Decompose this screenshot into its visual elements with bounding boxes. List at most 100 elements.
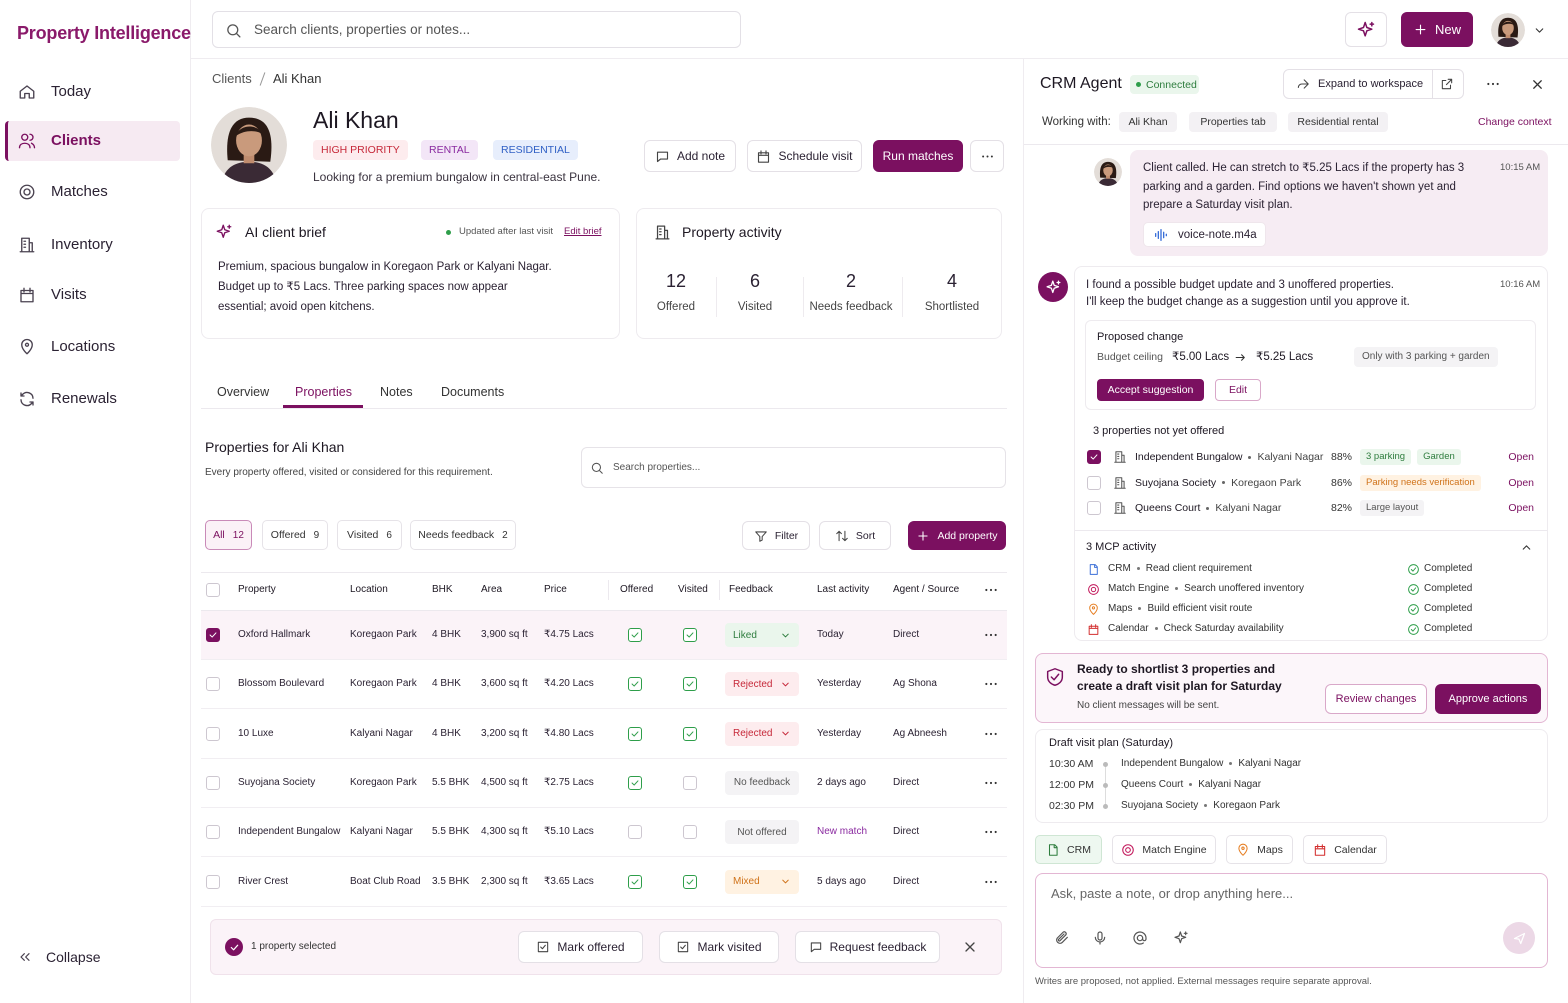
stop-dot: [1103, 804, 1108, 809]
offered-check[interactable]: [628, 628, 642, 642]
tool-chip[interactable]: Calendar: [1303, 835, 1387, 864]
nav-item[interactable]: Locations: [51, 338, 116, 355]
composer-tool[interactable]: [1173, 930, 1189, 946]
feedback-label: Rejected: [733, 678, 773, 690]
breadcrumb[interactable]: Clients: [212, 71, 252, 86]
feedback-pill[interactable]: Liked: [725, 623, 799, 647]
filter-button-label: Filter: [774, 529, 799, 542]
mark-visited-button[interactable]: Mark visited: [659, 931, 779, 963]
attachment[interactable]: voice-note.m4a: [1143, 222, 1266, 247]
composer-tool[interactable]: [1132, 930, 1148, 946]
offered-check[interactable]: [628, 825, 642, 840]
cell: 3.5 BHK: [432, 875, 470, 887]
review-button[interactable]: Review changes: [1325, 684, 1427, 714]
filter-chip[interactable]: Needs feedback 2: [410, 520, 516, 550]
filter-chip[interactable]: Offered 9: [262, 520, 328, 550]
visited-check[interactable]: [683, 825, 697, 840]
search-box[interactable]: [212, 11, 741, 48]
brief-text: Premium, spacious bungalow in Koregaon P…: [218, 261, 552, 313]
request-feedback-button[interactable]: Request feedback: [795, 931, 940, 963]
open-link[interactable]: Open: [1508, 476, 1534, 489]
composer-tool[interactable]: [1092, 930, 1108, 946]
visited-check[interactable]: [683, 775, 697, 790]
offered-check-tick: [631, 731, 639, 737]
collapse[interactable]: Collapse: [46, 949, 101, 965]
feedback-pill[interactable]: Rejected: [725, 721, 799, 746]
visited-check[interactable]: [683, 726, 697, 741]
row-checkbox[interactable]: [206, 874, 220, 889]
mcp-status: Completed: [1424, 603, 1473, 614]
assistant-button[interactable]: [1345, 12, 1387, 47]
unoffered-check[interactable]: [1087, 450, 1101, 464]
open-link[interactable]: Open: [1508, 502, 1534, 514]
change-context[interactable]: Change context: [1478, 116, 1552, 128]
offered-check[interactable]: [628, 775, 642, 790]
filter-chip[interactable]: All 12: [205, 520, 252, 550]
mark-offered-button[interactable]: Mark offered: [518, 931, 643, 963]
offered-check[interactable]: [628, 677, 642, 692]
offered-check-tick: [631, 632, 639, 638]
budget-label: Budget ceiling: [1097, 351, 1163, 363]
match-score: 86%: [1331, 476, 1353, 489]
add-property-button[interactable]: Add property: [908, 521, 1006, 550]
add-note-button[interactable]: Add note: [644, 140, 736, 172]
wave-icon: [1155, 228, 1167, 241]
approve-button[interactable]: Approve actions: [1435, 684, 1541, 714]
schedule-visit-button[interactable]: Schedule visit: [747, 140, 862, 172]
last-activity[interactable]: New match: [817, 826, 868, 838]
row-checkbox[interactable]: [206, 677, 220, 692]
unoffered-check[interactable]: [1087, 501, 1101, 515]
select-all[interactable]: [206, 583, 220, 597]
column-header: Area: [481, 584, 503, 595]
feedback-label: Mixed: [733, 876, 760, 887]
composer-tool[interactable]: [1054, 930, 1070, 946]
sort-button[interactable]: Sort: [819, 521, 891, 550]
visited-check[interactable]: [683, 874, 697, 889]
filter-button[interactable]: Filter: [742, 521, 810, 550]
tool-chip[interactable]: CRM: [1035, 835, 1102, 864]
row-checkbox[interactable]: [206, 825, 220, 840]
visited-check[interactable]: [683, 628, 697, 642]
unoffered-property: Suyojana Society Koregaon Park: [1135, 474, 1301, 492]
nav-icon-shape: [19, 184, 35, 200]
row-checkbox[interactable]: [206, 628, 220, 642]
run-matches-button[interactable]: Run matches: [873, 140, 963, 172]
new-button[interactable]: New: [1401, 12, 1473, 47]
tab[interactable]: Documents: [441, 385, 505, 399]
tab[interactable]: Properties: [295, 385, 352, 399]
properties-search[interactable]: [581, 447, 1006, 488]
filter-chip[interactable]: Visited 6: [337, 520, 402, 550]
offered-check[interactable]: [628, 874, 642, 889]
open-link[interactable]: Open: [1508, 451, 1534, 463]
row-checkbox[interactable]: [206, 775, 220, 790]
accept-button[interactable]: Accept suggestion: [1097, 379, 1204, 401]
brief-edit[interactable]: Edit brief: [564, 226, 602, 237]
edit-button[interactable]: Edit: [1215, 379, 1261, 401]
nav-item[interactable]: Renewals: [51, 390, 117, 407]
visited-check-tick-shape: [686, 731, 694, 737]
mcp-action: Read client requirement: [1145, 563, 1252, 574]
tab[interactable]: Overview: [217, 385, 270, 399]
match-score: 82%: [1331, 502, 1353, 514]
nav-item[interactable]: Clients: [51, 132, 102, 149]
feedback-pill[interactable]: Mixed: [725, 869, 799, 894]
nav-item[interactable]: Today: [51, 83, 92, 100]
property-tag: Parking needs verification: [1360, 474, 1481, 491]
unoffered-check[interactable]: [1087, 475, 1101, 490]
composer[interactable]: [1035, 873, 1548, 968]
context-chip: Residential rental: [1288, 112, 1388, 132]
visited-check[interactable]: [683, 677, 697, 692]
row-checkbox[interactable]: [206, 726, 220, 741]
tab[interactable]: Notes: [380, 385, 413, 399]
expand-button[interactable]: Expand to workspace: [1283, 69, 1464, 99]
nav-item[interactable]: Inventory: [51, 236, 113, 253]
tool-chip[interactable]: Match Engine: [1112, 835, 1216, 864]
nav-item[interactable]: Matches: [51, 183, 108, 200]
send-button[interactable]: [1503, 922, 1535, 954]
offered-check[interactable]: [628, 726, 642, 741]
nav-item[interactable]: Visits: [51, 286, 87, 303]
tool-chip[interactable]: Maps: [1226, 835, 1293, 864]
more-button[interactable]: [970, 140, 1004, 172]
tool-icon: [1238, 843, 1248, 856]
feedback-pill[interactable]: Rejected: [725, 672, 799, 697]
